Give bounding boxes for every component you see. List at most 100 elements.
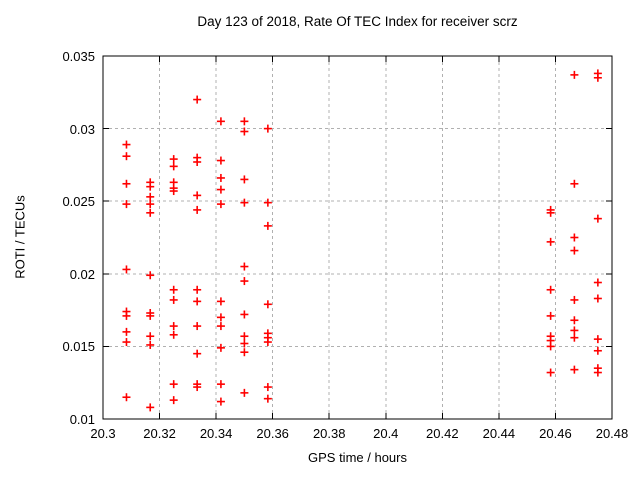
chart-title: Day 123 of 2018, Rate Of TEC Index for r… (197, 14, 518, 29)
y-tick-label: 0.03 (69, 121, 95, 137)
data-point-marker (122, 179, 131, 188)
data-point-marker (570, 233, 579, 242)
data-point-marker (546, 208, 555, 217)
data-point-marker (263, 198, 272, 207)
data-point-marker (193, 157, 202, 166)
data-point-marker (169, 322, 178, 331)
data-point-marker (193, 383, 202, 392)
data-point-marker (146, 332, 155, 341)
data-point-marker (193, 285, 202, 294)
data-point-marker (216, 156, 225, 165)
data-point-marker (240, 117, 249, 126)
data-point-marker (216, 322, 225, 331)
x-tick-label: 20.42 (426, 426, 459, 441)
data-point-marker (240, 175, 249, 184)
data-point-marker (570, 179, 579, 188)
y-tick-label: 0.035 (62, 49, 95, 64)
data-point-marker (146, 208, 155, 217)
data-point-marker (216, 397, 225, 406)
data-point-marker (593, 214, 602, 223)
data-point-marker (263, 124, 272, 133)
y-tick-label: 0.015 (62, 339, 95, 355)
data-point-marker (216, 173, 225, 182)
data-point-marker (193, 95, 202, 104)
data-point-marker (240, 127, 249, 136)
data-point-marker (546, 237, 555, 246)
data-point-marker (546, 285, 555, 294)
data-point-marker (122, 200, 131, 209)
data-point-marker (169, 330, 178, 339)
data-point-marker (263, 221, 272, 230)
data-point-marker (193, 191, 202, 200)
data-point-marker (593, 346, 602, 355)
data-point-marker (263, 300, 272, 309)
data-point-marker (122, 393, 131, 402)
data-point-marker (146, 403, 155, 412)
x-tick-label: 20.32 (143, 426, 176, 441)
data-point-marker (593, 278, 602, 287)
y-tick-label: 0.01 (69, 412, 95, 427)
x-tick-label: 20.38 (312, 426, 346, 441)
data-point-marker (570, 365, 579, 374)
data-point-marker (570, 333, 579, 342)
x-tick-label: 20.46 (539, 426, 572, 441)
data-point-marker (146, 182, 155, 191)
data-point-marker (216, 343, 225, 352)
x-axis-title: GPS time / hours (308, 450, 407, 465)
data-point-marker (240, 277, 249, 286)
data-point-marker (570, 326, 579, 335)
data-point-marker (146, 200, 155, 209)
data-point-marker (570, 246, 579, 255)
plot-border (102, 55, 613, 420)
data-point-marker (146, 311, 155, 320)
y-axis-title: ROTI / TECUs (12, 195, 28, 279)
data-point-marker (146, 271, 155, 280)
data-point-marker (593, 335, 602, 344)
data-point-marker (216, 185, 225, 194)
data-point-marker (169, 155, 178, 164)
data-point-marker (570, 316, 579, 325)
data-point-marker (169, 162, 178, 171)
data-point-marker (193, 205, 202, 214)
data-point-marker (240, 339, 249, 348)
data-point-marker (570, 70, 579, 79)
data-point-marker (546, 368, 555, 377)
x-tick-label: 20.44 (482, 426, 516, 441)
data-point-marker (593, 294, 602, 303)
data-point-marker (240, 332, 249, 341)
data-point-marker (240, 348, 249, 357)
data-point-marker (169, 285, 178, 294)
data-point-marker (122, 140, 131, 149)
data-point-marker (240, 198, 249, 207)
data-point-marker (263, 394, 272, 403)
data-point-marker (216, 313, 225, 322)
x-tick-label: 20.34 (199, 426, 233, 441)
data-point-marker (240, 262, 249, 271)
data-point-marker (216, 200, 225, 209)
data-point-marker (146, 192, 155, 201)
x-tick-label: 20.36 (256, 426, 289, 441)
data-point-marker (122, 265, 131, 274)
x-tick-label: 20.4 (373, 426, 399, 441)
x-tick-label: 20.3 (90, 426, 116, 441)
data-point-marker (169, 187, 178, 196)
data-point-marker (122, 338, 131, 347)
data-point-marker (216, 117, 225, 126)
data-point-marker (122, 152, 131, 161)
data-point-marker (216, 380, 225, 389)
y-tick-label: 0.02 (69, 266, 95, 282)
data-point-marker (122, 311, 131, 320)
data-point-marker (216, 297, 225, 306)
data-point-marker (122, 327, 131, 336)
data-point-marker (570, 295, 579, 304)
data-point-marker (240, 310, 249, 319)
data-point-marker (240, 388, 249, 397)
data-point-marker (593, 368, 602, 377)
data-point-marker (193, 322, 202, 331)
data-point-marker (169, 396, 178, 405)
data-point-marker (263, 338, 272, 347)
data-point-marker (193, 349, 202, 358)
data-point-marker (546, 342, 555, 351)
y-tick-label: 0.025 (62, 194, 95, 210)
